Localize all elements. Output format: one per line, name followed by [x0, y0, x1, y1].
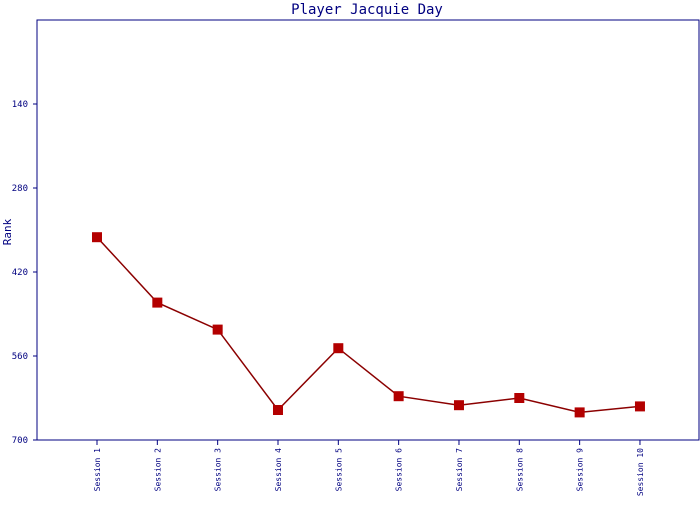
y-tick-label: 700 [12, 436, 28, 446]
x-tick-label: Session 5 [334, 448, 343, 492]
data-point [152, 297, 163, 308]
series-line [96, 236, 641, 414]
data-point [393, 391, 404, 402]
x-tick-label: Session 3 [214, 448, 223, 492]
data-point [333, 343, 344, 354]
x-tick-label: Session 2 [153, 448, 162, 492]
plot-area [36, 19, 700, 441]
x-tick-label: Session 10 [636, 448, 645, 496]
chart-title: Player Jacquie Day [291, 2, 443, 18]
y-tick-label: 560 [12, 352, 28, 362]
y-axis-label: Rank [1, 218, 14, 245]
x-axis-ticks: Session 1 Session 2 Session 3 Session 4 Sess… [93, 440, 645, 496]
y-axis-ticks: 140 280 420 560 700 [12, 100, 37, 446]
x-tick-label: Session 7 [455, 448, 464, 492]
x-tick-label: Session 8 [515, 448, 524, 492]
y-tick-label: 280 [12, 184, 28, 194]
x-tick-label: Session 9 [576, 448, 585, 492]
y-tick-label: 140 [12, 100, 28, 110]
x-tick-label: Session 6 [395, 448, 404, 492]
data-point [514, 393, 525, 403]
series-layer [92, 232, 645, 418]
data-point [92, 232, 102, 243]
data-point [574, 407, 585, 418]
x-tick-label: Session 1 [93, 448, 102, 492]
x-tick-label: Session 4 [274, 448, 283, 492]
data-point [272, 405, 283, 415]
data-point [453, 400, 464, 411]
y-tick-label: 420 [12, 268, 28, 278]
data-point [212, 324, 223, 335]
data-point [634, 401, 645, 412]
